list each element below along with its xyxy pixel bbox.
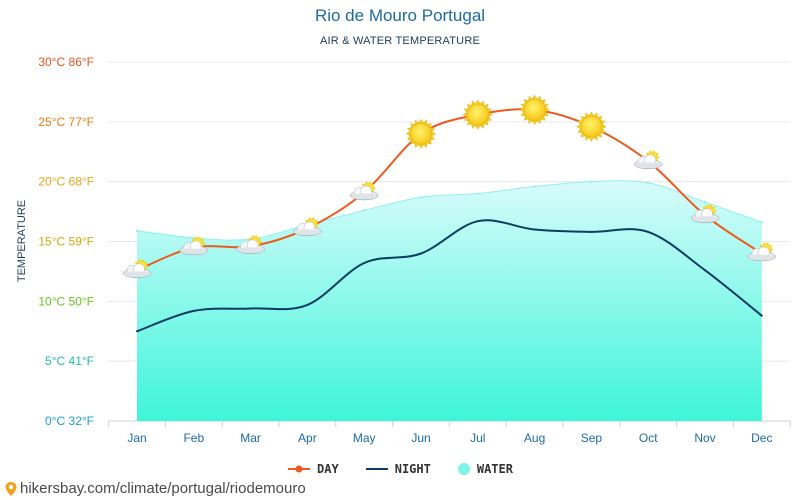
y-tick-label: 10°C 50°F: [38, 294, 94, 308]
sun-icon: [519, 94, 550, 125]
partly-cloudy-icon: [690, 204, 720, 223]
partly-cloudy-icon: [236, 235, 265, 255]
water-point: [363, 209, 366, 212]
source-link[interactable]: hikersbay.com/climate/portugal/riodemour…: [4, 480, 306, 497]
night-point: [760, 314, 763, 317]
legend-night-label: NIGHT: [394, 462, 431, 476]
x-tick-label: Nov: [694, 431, 715, 445]
chart-legend: DAY NIGHT WATER: [0, 462, 800, 476]
partly-cloudy-icon: [293, 217, 322, 237]
water-area: [137, 180, 762, 421]
sun-icon: [576, 111, 607, 142]
x-tick-label: Jan: [127, 431, 146, 445]
water-point: [760, 221, 763, 224]
legend-day-label: DAY: [317, 462, 339, 476]
y-tick-label: 15°C 59°F: [38, 235, 94, 249]
x-tick-label: Aug: [524, 431, 545, 445]
x-tick-label: Oct: [639, 431, 658, 445]
partly-cloudy-icon: [179, 236, 209, 256]
x-tick-label: May: [353, 431, 376, 445]
location-pin-icon: [5, 481, 17, 496]
night-point: [533, 228, 536, 231]
water-point: [647, 181, 650, 185]
water-point: [590, 180, 593, 183]
chart-title: Rio de Mouro Portugal: [314, 6, 486, 25]
night-point: [704, 269, 706, 272]
y-tick-label: 0°C 32°F: [45, 414, 94, 428]
y-tick-label: 25°C 77°F: [38, 115, 94, 129]
partly-cloudy-icon: [633, 150, 663, 170]
sun-icon: [405, 118, 437, 149]
y-tick-label: 5°C 41°F: [45, 354, 94, 368]
partly-cloudy-icon: [747, 242, 777, 262]
y-tick-label: 30°C 86°F: [38, 55, 94, 69]
legend-water-circle-icon: [457, 463, 470, 475]
water-point: [419, 196, 423, 199]
water-point: [533, 185, 536, 188]
legend-day[interactable]: DAY: [287, 462, 339, 476]
night-point: [590, 230, 593, 233]
x-tick-label: Jul: [470, 431, 485, 445]
water-point: [703, 200, 707, 204]
x-tick-label: Apr: [298, 431, 317, 445]
night-point: [363, 262, 366, 265]
night-point: [476, 220, 479, 223]
x-tick-label: Dec: [751, 431, 772, 445]
y-axis-label: TEMPERATURE: [16, 200, 28, 282]
chart-subtitle: AIR & WATER TEMPERATURE: [319, 35, 481, 47]
night-point: [420, 252, 422, 255]
legend-night-line-icon: [365, 468, 388, 470]
x-tick-label: Mar: [240, 431, 261, 445]
partly-cloudy-icon: [349, 181, 379, 201]
source-text: hikersbay.com/climate/portugal/riodemour…: [20, 480, 306, 497]
night-point: [249, 307, 252, 310]
night-point: [306, 303, 309, 306]
water-point: [476, 192, 479, 195]
legend-water-label: WATER: [476, 462, 513, 476]
legend-night[interactable]: NIGHT: [365, 462, 431, 476]
night-point: [192, 309, 195, 312]
water-line: [136, 180, 762, 241]
legend-day-line-icon: [288, 465, 311, 473]
x-tick-label: Feb: [183, 431, 204, 445]
y-tick-label: 20°C 68°F: [38, 175, 94, 189]
x-tick-label: Sep: [581, 431, 603, 445]
legend-water[interactable]: WATER: [457, 462, 513, 476]
night-point: [136, 330, 138, 333]
partly-cloudy-icon: [122, 259, 152, 278]
water-point: [192, 236, 195, 240]
night-point: [647, 230, 650, 233]
water-point: [135, 229, 139, 232]
sun-icon: [462, 99, 493, 130]
x-tick-label: Jun: [411, 431, 430, 445]
